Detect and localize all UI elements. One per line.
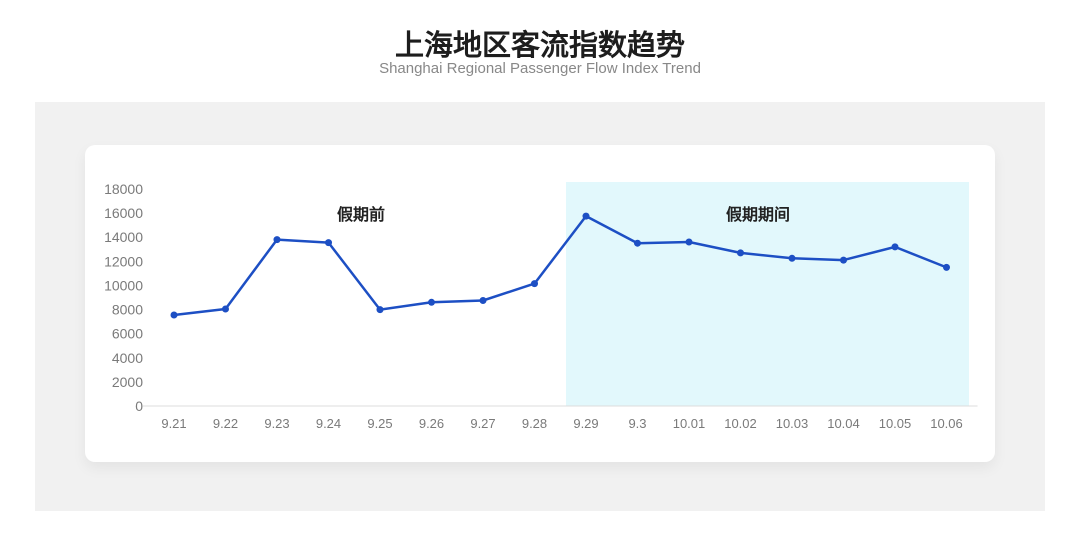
svg-text:4000: 4000 [112, 350, 143, 366]
svg-text:10.04: 10.04 [827, 416, 860, 431]
svg-text:9.24: 9.24 [316, 416, 341, 431]
svg-text:9.25: 9.25 [367, 416, 392, 431]
svg-text:18000: 18000 [104, 181, 143, 197]
svg-text:9.26: 9.26 [419, 416, 444, 431]
svg-text:8000: 8000 [112, 302, 143, 318]
svg-text:10.06: 10.06 [930, 416, 963, 431]
svg-text:9.22: 9.22 [213, 416, 238, 431]
svg-text:9.23: 9.23 [264, 416, 289, 431]
svg-text:10.03: 10.03 [776, 416, 809, 431]
svg-text:14000: 14000 [104, 229, 143, 245]
svg-text:6000: 6000 [112, 326, 143, 342]
svg-text:10.05: 10.05 [879, 416, 912, 431]
svg-text:9.29: 9.29 [573, 416, 598, 431]
svg-text:16000: 16000 [104, 205, 143, 221]
svg-text:假期期间: 假期期间 [726, 205, 790, 224]
svg-text:10.01: 10.01 [673, 416, 706, 431]
svg-text:12000: 12000 [104, 253, 143, 269]
svg-text:0: 0 [135, 398, 143, 414]
svg-text:9.3: 9.3 [628, 416, 646, 431]
svg-text:9.21: 9.21 [161, 416, 186, 431]
svg-text:9.28: 9.28 [522, 416, 547, 431]
svg-text:10.02: 10.02 [724, 416, 757, 431]
svg-text:2000: 2000 [112, 374, 143, 390]
svg-text:假期前: 假期前 [337, 205, 385, 224]
svg-text:9.27: 9.27 [470, 416, 495, 431]
svg-text:10000: 10000 [104, 277, 143, 293]
